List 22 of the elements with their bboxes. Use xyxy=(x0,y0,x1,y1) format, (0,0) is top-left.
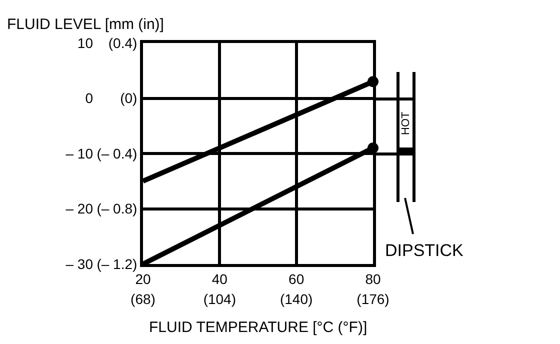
text: DIPSTICK xyxy=(385,241,464,260)
y2-tick-label: (0.4) xyxy=(108,34,138,51)
x2-tick-label: (68) xyxy=(130,291,156,307)
x-axis-title: FLUID TEMPERATURE [°C (°F)] xyxy=(149,319,368,336)
y2-tick-label: (– 1.2) xyxy=(96,256,138,272)
y-axis-title: FLUID LEVEL [mm (in)] xyxy=(7,16,164,33)
y-tick-label: – 10 xyxy=(66,145,94,162)
x2-tick-label: (176) xyxy=(356,291,390,307)
x-tick-label: 20 xyxy=(135,270,151,287)
text: HOT xyxy=(400,112,412,135)
y-tick-label: – 30 xyxy=(66,256,94,272)
x-tick-label: 80 xyxy=(365,270,381,287)
x-tick-label: 60 xyxy=(288,270,304,287)
y-tick-label: 10 xyxy=(77,34,94,51)
y2-tick-label: (0) xyxy=(120,90,138,106)
y2-tick-label: (– 0.4) xyxy=(96,145,138,162)
x2-tick-label: (104) xyxy=(203,291,236,307)
y-tick-label: 0 xyxy=(85,90,94,106)
y2-tick-label: (– 0.8) xyxy=(96,200,138,217)
x-tick-label: 40 xyxy=(212,270,228,287)
y-tick-label: – 20 xyxy=(66,200,94,217)
x2-tick-label: (140) xyxy=(280,291,313,307)
